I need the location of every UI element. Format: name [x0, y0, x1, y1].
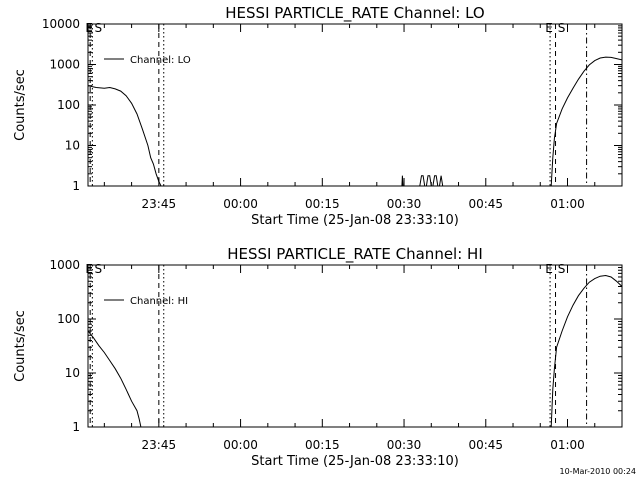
- x-axis-label: Start Time (25-Jan-08 23:33:10): [251, 454, 459, 469]
- y-tick-label: 1: [72, 179, 80, 193]
- series-noise-line: [418, 175, 444, 187]
- plot-frame: [87, 23, 623, 187]
- chart-title: HESSI PARTICLE_RATE Channel: LO: [225, 4, 484, 23]
- plot-frame: [87, 264, 623, 428]
- x-tick-label: 00:45: [468, 438, 503, 452]
- event-marker-label: S: [558, 21, 566, 35]
- legend-label: Channel: LO: [130, 55, 191, 66]
- chart-panel-1: HESSI PARTICLE_RATE Channel: LO Start Tim…: [13, 4, 623, 228]
- chart-panel-2: HESSI PARTICLE_RATE Channel: HI Start Tim…: [13, 245, 623, 469]
- x-tick-label: 23:45: [142, 438, 177, 452]
- series-line: [550, 274, 622, 427]
- series-line: [88, 85, 162, 186]
- x-tick-label: 01:00: [550, 197, 585, 211]
- legend-label: Channel: HI: [130, 296, 188, 307]
- x-tick-label: 00:00: [223, 438, 258, 452]
- x-tick-label: 00:00: [223, 197, 258, 211]
- y-tick-label: 1000: [49, 258, 80, 272]
- y-tick-label: 1: [72, 420, 80, 434]
- footer-timestamp: 10-Mar-2010 00:24: [560, 467, 637, 476]
- y-tick-label: 100: [57, 312, 80, 326]
- series-line: [88, 330, 142, 427]
- x-tick-label: 00:15: [305, 438, 340, 452]
- event-marker-label: E: [545, 262, 553, 276]
- y-tick-label: 10000: [42, 17, 80, 31]
- y-tick-label: 100: [57, 98, 80, 112]
- y-axis-label: Counts/sec: [13, 310, 28, 382]
- y-tick-label: 10: [65, 139, 80, 153]
- event-marker-label: S: [558, 262, 566, 276]
- x-tick-label: 23:45: [142, 197, 177, 211]
- y-tick-label: 10: [65, 366, 80, 380]
- y-axis-label: Counts/sec: [13, 69, 28, 141]
- x-tick-label: 00:45: [468, 197, 503, 211]
- chart-title: HESSI PARTICLE_RATE Channel: HI: [227, 245, 483, 264]
- series-line: [550, 56, 622, 186]
- series-noise-line: [401, 175, 404, 187]
- y-tick-label: 1000: [49, 58, 80, 72]
- x-tick-label: 00:30: [387, 438, 422, 452]
- event-marker-label: E: [545, 21, 553, 35]
- event-marker-label: E: [85, 262, 93, 276]
- x-tick-label: 01:00: [550, 438, 585, 452]
- x-tick-label: 00:30: [387, 197, 422, 211]
- event-marker-label: S: [95, 262, 103, 276]
- event-marker-label: E: [85, 21, 93, 35]
- event-marker-label: S: [95, 21, 103, 35]
- x-tick-label: 00:15: [305, 197, 340, 211]
- x-axis-label: Start Time (25-Jan-08 23:33:10): [251, 213, 459, 228]
